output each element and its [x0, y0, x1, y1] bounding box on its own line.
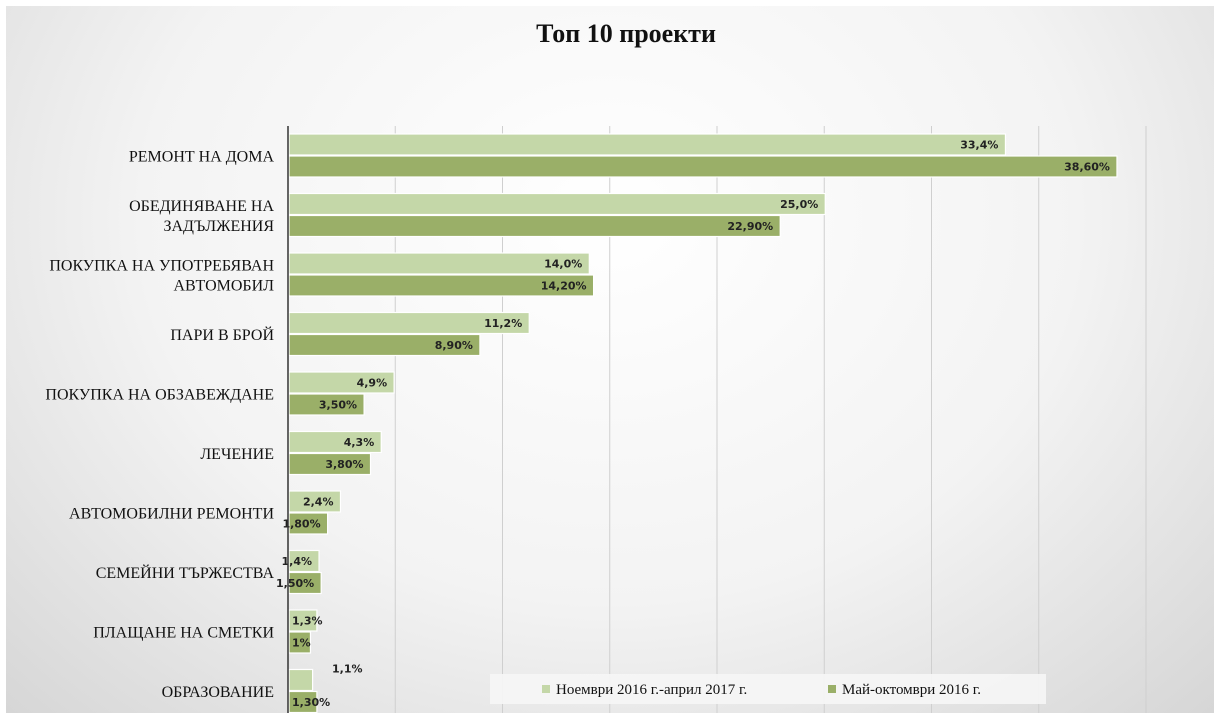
legend-label-1: Май-октомври 2016 г. [842, 682, 981, 698]
data-label-s0-c7: 1,4% [282, 555, 313, 568]
category-label-1-line0: ОБЕДИНЯВАНЕ НА [129, 198, 274, 215]
legend-box [490, 674, 1046, 704]
data-label-s1-c0: 38,60% [1064, 161, 1110, 174]
bar-s0-c2 [288, 252, 590, 275]
bar-s1-c6 [288, 512, 329, 535]
category-label-6: АВТОМОБИЛНИ РЕМОНТИ [69, 506, 274, 523]
data-label-s1-c8: 1% [292, 637, 311, 650]
bar-s0-c0 [288, 133, 1007, 156]
bar-s0-c1 [288, 192, 826, 216]
legend-swatch-0 [542, 685, 550, 693]
category-labels: РЕМОНТ НА ДОМА ОБЕДИНЯВАНЕ НА ЗАДЪЛЖЕНИЯ ПО… [45, 149, 274, 702]
bar-s1-c8 [288, 631, 312, 654]
data-labels: 33,4% 38,60% 25,0% 22,90% 14,0% 14,20% 11,2% 8,… [276, 139, 1110, 710]
bar-s0-c7 [288, 549, 320, 573]
chart-frame: Топ 10 проекти 33,4% 38,60% 25,0% 22,90% 14,… [6, 6, 1214, 713]
data-label-s1-c1: 22,90% [727, 220, 773, 233]
category-label-1-line1: ЗАДЪЛЖЕНИЯ [163, 218, 274, 235]
data-label-s1-c7: 1,50% [276, 577, 314, 590]
data-label-s0-c2: 14,0% [544, 258, 582, 271]
category-label-8: ПЛАЩАНЕ НА СМЕТКИ [93, 625, 274, 642]
bar-s1-c3 [288, 333, 481, 357]
category-label-7: СЕМЕЙНИ ТЪРЖЕСТВА [96, 563, 275, 582]
bar-s1-c0 [288, 155, 1118, 178]
data-label-s0-c0: 33,4% [960, 139, 998, 152]
category-label-2-line0: ПОКУПКА НА УПОТРЕБЯВАН [49, 258, 274, 275]
data-label-s1-c5: 3,80% [325, 458, 363, 471]
chart-title: Топ 10 проекти [536, 19, 716, 48]
data-label-s1-c9: 1,30% [292, 696, 330, 709]
bars [288, 133, 1118, 713]
data-label-s0-c4: 4,9% [357, 377, 388, 390]
legend-label-0: Ноември 2016 г.-април 2017 г. [556, 682, 747, 698]
data-label-s0-c9: 1,1% [332, 663, 363, 676]
data-label-s0-c5: 4,3% [344, 436, 375, 449]
bar-s1-c2 [288, 274, 595, 297]
data-label-s0-c8: 1,3% [292, 615, 323, 628]
bar-s1-c4 [288, 393, 365, 416]
bar-s1-c1 [288, 214, 781, 238]
bar-s1-c5 [288, 452, 372, 476]
bar-s0-c6 [288, 490, 342, 513]
category-label-9: ОБРАЗОВАНИЕ [162, 684, 274, 701]
legend-swatch-1 [828, 685, 836, 693]
data-label-s0-c6: 2,4% [303, 496, 334, 509]
legend: Ноември 2016 г.-април 2017 г. Май-октомвр… [490, 674, 1046, 704]
bar-s1-c7 [288, 571, 322, 595]
category-label-5: ЛЕЧЕНИЕ [200, 446, 274, 463]
category-label-4: ПОКУПКА НА ОБЗАВЕЖДАНЕ [45, 387, 274, 404]
bar-s0-c3 [288, 311, 530, 335]
bar-chart: Топ 10 проекти 33,4% 38,60% 25,0% 22,90% 14,… [45, 19, 1147, 713]
bar-s0-c5 [288, 430, 382, 454]
category-label-3: ПАРИ В БРОЙ [170, 325, 274, 344]
data-label-s1-c4: 3,50% [319, 399, 357, 412]
bar-s0-c4 [288, 371, 395, 394]
data-label-s1-c2: 14,20% [541, 280, 587, 293]
bar-s0-c8 [288, 609, 318, 632]
data-label-s0-c1: 25,0% [780, 198, 818, 211]
category-label-0: РЕМОНТ НА ДОМА [129, 149, 275, 166]
data-label-s0-c3: 11,2% [484, 317, 522, 330]
data-label-s1-c6: 1,80% [282, 518, 320, 531]
bar-s0-c9 [288, 668, 314, 692]
category-label-2-line1: АВТОМОБИЛ [173, 278, 274, 295]
data-label-s1-c3: 8,90% [435, 339, 473, 352]
